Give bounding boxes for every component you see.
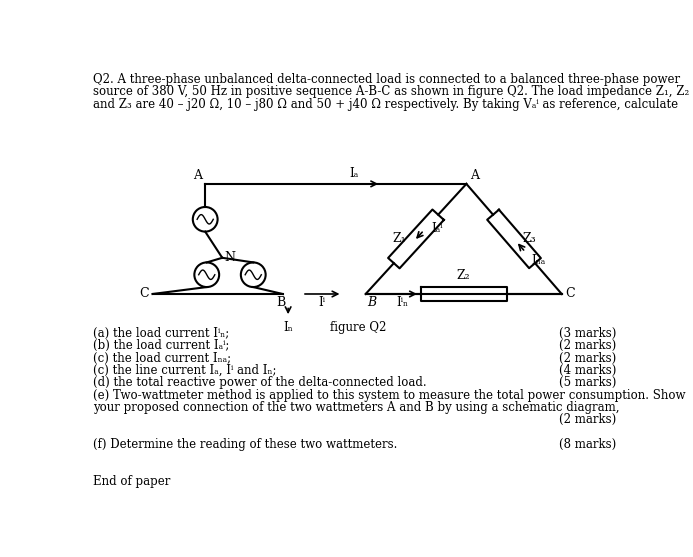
Text: Q2. A three-phase unbalanced delta-connected load is connected to a balanced thr: Q2. A three-phase unbalanced delta-conne… bbox=[93, 73, 680, 86]
Text: A: A bbox=[193, 169, 202, 182]
Text: (4 marks): (4 marks) bbox=[559, 364, 616, 377]
Text: (b) the load current Iₐⁱ;: (b) the load current Iₐⁱ; bbox=[93, 339, 229, 353]
Text: Z₃: Z₃ bbox=[523, 232, 536, 246]
Text: (c) the line current Iₐ, Iⁱ and Iₙ;: (c) the line current Iₐ, Iⁱ and Iₙ; bbox=[93, 364, 277, 377]
Text: N: N bbox=[225, 251, 236, 265]
Text: figure Q2: figure Q2 bbox=[330, 321, 386, 334]
Text: (c) the load current Iₙₐ;: (c) the load current Iₙₐ; bbox=[93, 351, 231, 365]
Text: Iₐⁱ: Iₐⁱ bbox=[432, 222, 444, 236]
Text: Z₁: Z₁ bbox=[392, 232, 406, 246]
Text: Z₂: Z₂ bbox=[457, 268, 471, 282]
Text: your proposed connection of the two wattmeters A and B by using a schematic diag: your proposed connection of the two watt… bbox=[93, 401, 620, 414]
Text: B: B bbox=[277, 296, 286, 309]
Text: Iⁱₙ: Iⁱₙ bbox=[396, 296, 408, 309]
Text: (a) the load current Iⁱₙ;: (a) the load current Iⁱₙ; bbox=[93, 327, 229, 340]
Text: source of 380 V, 50 Hz in positive sequence A-B-C as shown in figure Q2. The loa: source of 380 V, 50 Hz in positive seque… bbox=[93, 85, 689, 99]
Text: (2 marks): (2 marks) bbox=[559, 413, 616, 426]
Text: Iₙ: Iₙ bbox=[283, 321, 293, 334]
Text: (2 marks): (2 marks) bbox=[559, 339, 616, 353]
Text: (8 marks): (8 marks) bbox=[559, 438, 616, 451]
Text: (d) the total reactive power of the delta-connected load.: (d) the total reactive power of the delt… bbox=[93, 377, 426, 389]
Text: (e) Two-wattmeter method is applied to this system to measure the total power co: (e) Two-wattmeter method is applied to t… bbox=[93, 389, 685, 402]
Text: Iₙₐ: Iₙₐ bbox=[532, 253, 546, 267]
Text: (2 marks): (2 marks) bbox=[559, 351, 616, 365]
Text: Iⁱ: Iⁱ bbox=[319, 296, 326, 309]
Text: C: C bbox=[139, 287, 148, 300]
Text: C: C bbox=[565, 287, 574, 300]
Text: and Z₃ are 40 – j20 Ω, 10 – j80 Ω and 50 + j40 Ω respectively. By taking Vₐⁱ as : and Z₃ are 40 – j20 Ω, 10 – j80 Ω and 50… bbox=[93, 97, 678, 111]
Text: (f) Determine the reading of these two wattmeters.: (f) Determine the reading of these two w… bbox=[93, 438, 397, 451]
Text: End of paper: End of paper bbox=[93, 475, 170, 488]
Text: Iₐ: Iₐ bbox=[349, 167, 358, 180]
Text: (3 marks): (3 marks) bbox=[559, 327, 616, 340]
Text: B: B bbox=[367, 296, 376, 309]
Text: (5 marks): (5 marks) bbox=[559, 377, 616, 389]
Text: A: A bbox=[471, 169, 480, 182]
